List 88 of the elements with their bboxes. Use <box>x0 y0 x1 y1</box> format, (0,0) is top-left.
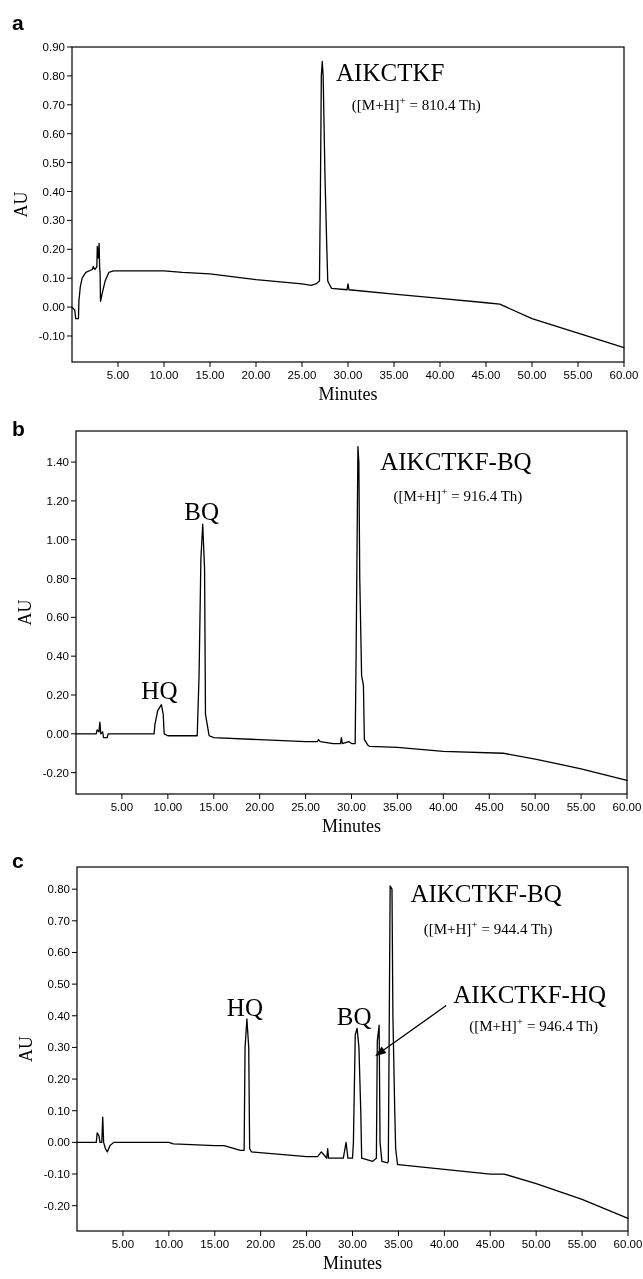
x-tick-label: 5.00 <box>111 1238 135 1250</box>
annotation: AIKCTKF-BQ <box>410 879 562 907</box>
y-axis-title: AU <box>15 599 35 626</box>
x-tick-label: 45.00 <box>474 801 504 813</box>
x-tick-label: 60.00 <box>613 1238 643 1250</box>
y-tick-label: 0.30 <box>42 214 65 227</box>
x-tick-label: 55.00 <box>566 801 596 813</box>
y-tick-label: -0.10 <box>43 1168 70 1181</box>
y-tick-label: 0.10 <box>47 1104 70 1117</box>
x-tick-label: 10.00 <box>149 369 179 381</box>
x-tick-label: 20.00 <box>245 801 275 813</box>
x-tick-label: 5.00 <box>110 801 134 813</box>
annotation: HQ <box>141 676 178 704</box>
x-tick-label: 20.00 <box>241 369 271 381</box>
y-tick-label: 0.30 <box>47 1041 70 1054</box>
y-tick-label: 0.40 <box>42 185 65 198</box>
chart-title: c <box>12 849 24 872</box>
y-tick-label: 0.20 <box>46 689 69 702</box>
x-tick-label: 45.00 <box>475 1238 505 1250</box>
y-tick-label: 0.50 <box>42 156 65 169</box>
annotation: ([M+H]$^{+}$ = 916.4 Th) <box>393 484 523 505</box>
x-tick-label: 55.00 <box>567 1238 597 1250</box>
x-tick-label: 20.00 <box>246 1238 276 1250</box>
y-tick-label: 0.80 <box>42 69 65 82</box>
x-tick-label: 50.00 <box>520 801 550 813</box>
y-tick-label: 0.00 <box>47 1136 70 1149</box>
y-tick-label: -0.10 <box>38 330 65 343</box>
y-tick-label: 1.00 <box>46 533 69 546</box>
y-tick-label: 0.80 <box>46 572 69 585</box>
x-tick-label: 15.00 <box>195 369 225 381</box>
y-axis-title: AU <box>16 1036 36 1062</box>
x-tick-label: 15.00 <box>199 801 229 813</box>
y-tick-label: 0.00 <box>46 727 69 740</box>
annotation: AIKCTKF-HQ <box>453 980 607 1008</box>
y-tick-label: 0.40 <box>46 650 69 663</box>
y-tick-label: 0.70 <box>47 914 70 927</box>
chart-title: b <box>12 417 25 440</box>
x-tick-label: 30.00 <box>338 1238 367 1250</box>
x-tick-label: 55.00 <box>563 369 593 381</box>
x-tick-label: 60.00 <box>609 369 639 381</box>
x-tick-label: 30.00 <box>333 369 363 381</box>
y-tick-label: 0.10 <box>42 272 65 285</box>
x-tick-label: 35.00 <box>384 1238 413 1250</box>
x-tick-label: 40.00 <box>428 801 458 813</box>
chart-title: a <box>12 11 24 34</box>
x-tick-label: 25.00 <box>291 801 320 813</box>
x-tick-label: 40.00 <box>425 369 455 381</box>
annotation: ([M+H]$^{+}$ = 944.4 Th) <box>423 917 553 938</box>
annotation: HQ <box>226 993 263 1021</box>
y-tick-label: 0.00 <box>42 301 65 314</box>
x-tick-label: 35.00 <box>383 801 412 813</box>
y-tick-label: 0.60 <box>42 127 65 140</box>
annotation: AIKCTKF-BQ <box>380 447 532 475</box>
y-tick-label: -0.20 <box>43 1199 70 1212</box>
x-tick-label: 25.00 <box>292 1238 321 1250</box>
x-tick-label: 30.00 <box>337 801 366 813</box>
x-tick-label: 60.00 <box>612 801 642 813</box>
y-tick-label: 0.60 <box>46 611 69 624</box>
x-tick-label: 40.00 <box>429 1238 459 1250</box>
x-axis-title: Minutes <box>318 384 378 404</box>
x-axis-title: Minutes <box>321 816 382 836</box>
annotation: BQ <box>184 498 220 526</box>
y-tick-label: 0.20 <box>47 1073 70 1086</box>
y-tick-label: 0.50 <box>47 978 70 991</box>
x-tick-label: 45.00 <box>471 369 501 381</box>
x-tick-label: 10.00 <box>154 1238 184 1250</box>
annotation: ([M+H]$^{+}$ = 810.4 Th) <box>351 94 481 115</box>
annotation: AIKCTKF <box>336 59 445 87</box>
y-tick-label: 0.20 <box>42 243 65 256</box>
x-tick-label: 35.00 <box>379 369 409 381</box>
y-tick-label: 0.70 <box>42 98 65 111</box>
x-tick-label: 25.00 <box>287 369 317 381</box>
x-tick-label: 10.00 <box>153 801 183 813</box>
x-tick-label: 50.00 <box>517 369 547 381</box>
y-tick-label: 1.40 <box>46 456 69 469</box>
y-tick-label: 0.80 <box>47 883 70 896</box>
y-axis-title: AU <box>11 191 31 218</box>
y-tick-label: 1.20 <box>46 494 69 507</box>
y-tick-label: -0.20 <box>42 766 69 779</box>
annotation: ([M+H]$^{+}$ = 946.4 Th) <box>469 1014 599 1035</box>
x-axis-title: Minutes <box>322 1253 383 1273</box>
y-tick-label: 0.90 <box>42 41 65 54</box>
y-tick-label: 0.60 <box>47 946 70 959</box>
x-tick-label: 15.00 <box>200 1238 230 1250</box>
annotation: BQ <box>336 1003 372 1031</box>
x-tick-label: 50.00 <box>521 1238 551 1250</box>
x-tick-label: 5.00 <box>106 369 130 381</box>
y-tick-label: 0.40 <box>47 1009 70 1022</box>
